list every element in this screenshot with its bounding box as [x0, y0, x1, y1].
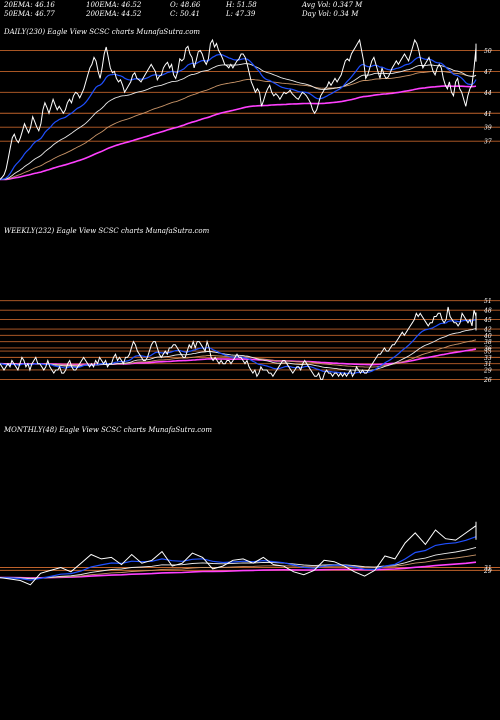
daily-level-label-5: 37 [484, 139, 492, 146]
hdr-low: L: 47.39 [226, 10, 256, 18]
hdr-ema100: 100EMA: 46.52 [86, 1, 142, 9]
daily-level-label-3: 41 [483, 111, 492, 118]
daily-level-label-1: 47 [483, 69, 492, 76]
weekly-level-label-10: 29 [483, 367, 492, 374]
weekly-level-label-5: 38 [484, 339, 492, 346]
hdr-ema200: 200EMA: 44.52 [86, 10, 142, 18]
hdr-close: C: 50.41 [170, 10, 200, 18]
daily-level-label-2: 44 [483, 90, 492, 97]
weekly-level-label-6: 36 [484, 345, 492, 352]
weekly-level-label-9: 31 [484, 361, 492, 368]
daily-ema20-line [0, 53, 477, 181]
monthly-level-label-1: 29 [483, 568, 492, 575]
hdr-ema50: 50EMA: 46.77 [4, 10, 55, 18]
monthly-level-label-0: 31 [484, 565, 492, 572]
monthly-price-line [0, 525, 477, 586]
daily-ema50-line [0, 63, 477, 180]
monthly-ema20-line [0, 536, 477, 581]
monthly-ema200-line [0, 561, 477, 579]
daily-title: DAILY(230) Eagle View SCSC charts Munafa… [4, 28, 201, 36]
monthly-ema100-line [0, 554, 477, 579]
hdr-day-vol: Day Vol: 0.34 M [302, 10, 359, 18]
weekly-title: WEEKLY(232) Eagle View SCSC charts Munaf… [4, 227, 210, 235]
hdr-open: O: 48.66 [170, 1, 201, 9]
weekly-level-label-0: 51 [484, 298, 492, 305]
weekly-level-label-11: 26 [483, 377, 492, 384]
weekly-level-label-8: 33 [484, 355, 492, 362]
hdr-ema20: 20EMA: 46.16 [4, 1, 55, 9]
hdr-high: H: 51.58 [226, 1, 257, 9]
weekly-level-label-1: 48 [483, 308, 492, 315]
weekly-ema20-line [0, 319, 477, 374]
weekly-level-label-3: 42 [483, 327, 492, 334]
weekly-level-label-2: 45 [483, 317, 492, 324]
daily-ema100-line [0, 70, 477, 180]
monthly-ema50-line [0, 546, 477, 580]
weekly-price-line [0, 306, 477, 380]
monthly-title: MONTHLY(48) Eagle View SCSC charts Munaf… [4, 426, 212, 434]
weekly-level-label-7: 35 [484, 349, 492, 356]
daily-ema200-line [0, 85, 477, 181]
daily-level-label-4: 39 [484, 125, 492, 132]
weekly-level-label-4: 40 [483, 333, 492, 340]
hdr-avg-vol: Avg Vol: 0.347 M [302, 1, 363, 9]
weekly-ema100-line [0, 339, 477, 368]
daily-price-line [0, 38, 477, 180]
daily-level-label-0: 50 [484, 48, 492, 55]
